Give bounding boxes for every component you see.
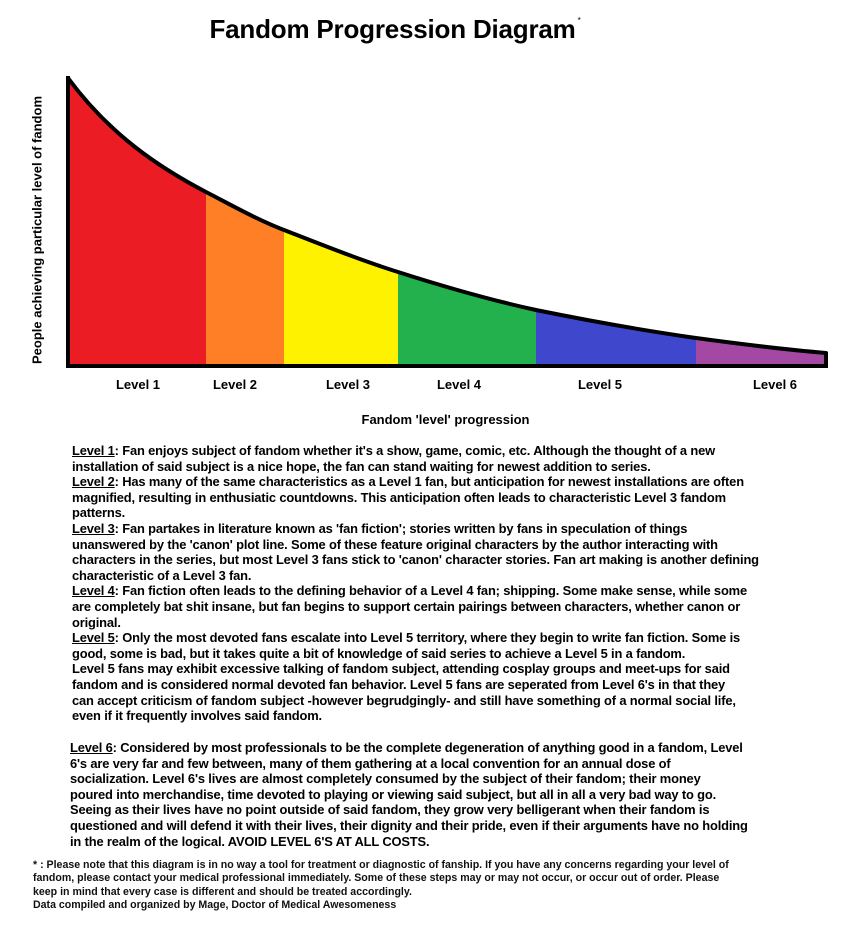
title-footnote-marker: * xyxy=(577,16,581,25)
segment-level-6 xyxy=(696,78,826,366)
level-heading: Level 5 xyxy=(72,630,115,646)
fandom-curve-chart xyxy=(66,76,828,368)
x-tick-level-6: Level 6 xyxy=(752,377,798,392)
x-tick-level-5: Level 5 xyxy=(577,377,623,392)
decay-curve xyxy=(66,76,828,355)
footnote-line: keep in mind that every case is differen… xyxy=(33,885,412,898)
description-level-6: Level 6: Considered by most professional… xyxy=(70,740,748,849)
footnote: * : Please note that this diagram is in … xyxy=(33,859,853,913)
x-tick-level-1: Level 1 xyxy=(115,377,161,392)
title-text: Fandom Progression Diagram xyxy=(209,14,576,44)
x-tick-level-4: Level 4 xyxy=(436,377,482,392)
level-heading: Level 2 xyxy=(72,474,115,490)
description-level-3: Level 3: Fan partakes in literature know… xyxy=(72,520,759,583)
description-level-1: Level 1: Fan enjoys subject of fandom wh… xyxy=(72,443,716,474)
level-descriptions: Level 1: Fan enjoys subject of fandom wh… xyxy=(72,443,852,724)
x-tick-level-3: Level 3 xyxy=(325,377,371,392)
level-heading: Level 1 xyxy=(72,443,115,458)
segment-level-3 xyxy=(284,78,398,366)
level-heading: Level 6 xyxy=(70,740,113,755)
diagram-title: Fandom Progression Diagram * xyxy=(0,14,790,45)
description-level-5: Level 5: Only the most devoted fans esca… xyxy=(72,630,741,724)
segment-level-2 xyxy=(206,78,284,366)
level-heading: Level 4 xyxy=(72,583,115,599)
footnote-credit: Data compiled and organized by Mage, Doc… xyxy=(33,899,397,912)
description-level-2: Level 2: Has many of the same characteri… xyxy=(72,474,744,521)
x-tick-level-2: Level 2 xyxy=(212,377,258,392)
description-level-4: Level 4: Fan fiction often leads to the … xyxy=(72,583,748,630)
footnote-line: fandom, please contact your medical prof… xyxy=(33,872,720,885)
segment-level-4 xyxy=(398,78,536,366)
level-heading: Level 3 xyxy=(72,520,115,536)
footnote-line: * : Please note that this diagram is in … xyxy=(33,859,729,871)
x-axis-label: Fandom 'level' progression xyxy=(361,412,530,427)
